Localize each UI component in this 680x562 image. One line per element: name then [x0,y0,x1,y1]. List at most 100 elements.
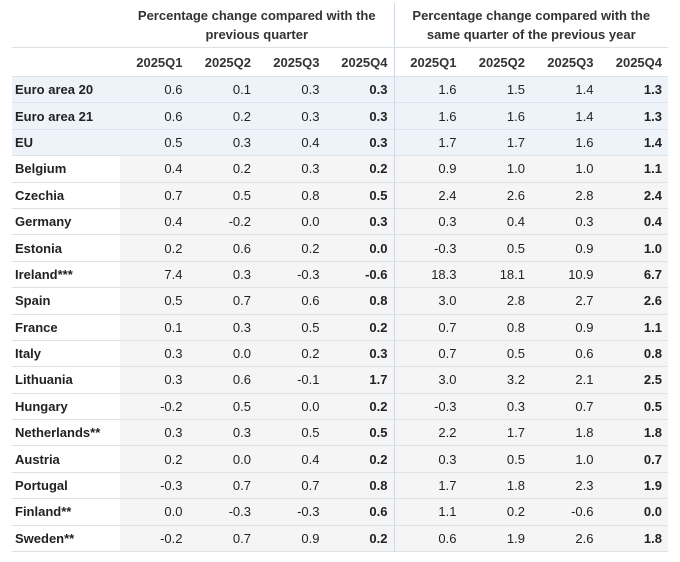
table-row: Lithuania 0.3 0.6 -0.1 1.7 3.0 3.2 2.1 2.5 [12,366,668,394]
value-cell: 1.3 [599,76,668,104]
row-label: Italy [12,340,120,368]
row-label: EU [12,129,120,157]
value-cell: 0.2 [325,155,394,183]
value-cell: 0.4 [120,208,189,236]
value-cell: 0.6 [188,366,257,394]
value-cell: 0.3 [188,419,257,447]
value-cell: 0.6 [120,102,189,130]
value-cell: 1.6 [531,129,600,157]
value-cell: 1.7 [325,366,394,394]
table-row: Ireland*** 7.4 0.3 -0.3 -0.6 18.3 18.1 10.9 6.7 [12,261,668,289]
value-cell: 0.3 [120,419,189,447]
value-cell: 0.8 [462,314,531,341]
value-cell: -0.6 [531,498,600,526]
value-cell: 2.8 [531,182,600,209]
value-cell: 1.4 [531,76,600,104]
value-cell: 2.3 [531,472,600,500]
value-cell: 0.6 [531,340,600,368]
value-cell: 1.0 [531,155,600,183]
value-cell: 2.4 [599,182,668,209]
value-cell: 0.7 [188,525,257,553]
value-cell: 0.6 [393,525,463,553]
table-row: EU 0.5 0.3 0.4 0.3 1.7 1.7 1.6 1.4 [12,129,668,157]
table-row: Italy 0.3 0.0 0.2 0.3 0.7 0.5 0.6 0.8 [12,340,668,368]
value-cell: 0.3 [325,102,394,130]
value-cell: 0.0 [188,445,257,473]
value-cell: 1.0 [531,445,600,473]
value-cell: 0.2 [120,445,189,473]
value-cell: 0.7 [257,472,326,500]
value-cell: -0.2 [120,525,189,553]
value-cell: 1.7 [393,472,463,500]
table-row: Finland** 0.0 -0.3 -0.3 0.6 1.1 0.2 -0.6 0.0 [12,498,668,526]
value-cell: 0.8 [325,472,394,500]
column-header: 2025Q2 [462,47,531,77]
value-cell: 10.9 [531,261,600,289]
value-cell: 0.2 [257,340,326,368]
value-cell: 0.5 [120,287,189,315]
value-cell: 3.0 [393,366,463,394]
value-cell: 0.8 [325,287,394,315]
value-cell: 0.5 [462,445,531,473]
value-cell: 0.4 [257,129,326,157]
value-cell: 0.5 [462,340,531,368]
value-cell: 1.1 [599,155,668,183]
table-row: Austria 0.2 0.0 0.4 0.2 0.3 0.5 1.0 0.7 [12,445,668,473]
value-cell: 18.1 [462,261,531,289]
header-cell [12,3,120,48]
value-cell: 0.0 [599,498,668,526]
value-cell: 1.8 [462,472,531,500]
value-cell: 0.4 [120,155,189,183]
column-header: 2025Q1 [393,47,463,77]
value-cell: 1.1 [393,498,463,526]
value-cell: 0.4 [462,208,531,236]
value-cell: 0.4 [257,445,326,473]
row-label: Belgium [12,155,120,183]
value-cell: -0.3 [393,234,463,262]
table-row: Czechia 0.7 0.5 0.8 0.5 2.4 2.6 2.8 2.4 [12,182,668,209]
value-cell: 0.3 [257,102,326,130]
value-cell: 6.7 [599,261,668,289]
value-cell: 0.9 [531,314,600,341]
value-cell: 0.0 [257,393,326,421]
value-cell: 0.7 [393,340,463,368]
header-row: 2025Q1 2025Q2 2025Q3 2025Q4 2025Q1 2025Q2 2025… [12,47,668,77]
value-cell: 1.6 [462,102,531,130]
row-label: France [12,314,120,341]
value-cell: -0.3 [120,472,189,500]
value-cell: 2.5 [599,366,668,394]
value-cell: 0.2 [188,102,257,130]
header-row: Percentage change compared with the prev… [12,3,668,48]
value-cell: 0.7 [188,472,257,500]
value-cell: 0.6 [325,498,394,526]
row-label: Portugal [12,472,120,500]
header-cell [12,47,120,77]
value-cell: 1.1 [599,314,668,341]
row-label: Netherlands** [12,419,120,447]
value-cell: 1.4 [531,102,600,130]
value-cell: 0.2 [325,525,394,553]
value-cell: 0.7 [599,445,668,473]
value-cell: 2.7 [531,287,600,315]
table-row: Hungary -0.2 0.5 0.0 0.2 -0.3 0.3 0.7 0.5 [12,393,668,421]
group-title: Percentage change compared with the prev… [120,3,394,48]
value-cell: 1.8 [531,419,600,447]
value-cell: 1.5 [462,76,531,104]
value-cell: 0.5 [257,419,326,447]
value-cell: 2.6 [531,525,600,553]
value-cell: 0.0 [257,208,326,236]
value-cell: 0.6 [257,287,326,315]
value-cell: 0.3 [531,208,600,236]
value-cell: 1.7 [393,129,463,157]
value-cell: 1.3 [599,102,668,130]
value-cell: -0.2 [188,208,257,236]
value-cell: 2.6 [462,182,531,209]
table-row: Estonia 0.2 0.6 0.2 0.0 -0.3 0.5 0.9 1.0 [12,234,668,262]
value-cell: 0.7 [531,393,600,421]
value-cell: 1.9 [462,525,531,553]
table-header: Percentage change compared with the prev… [12,3,668,77]
value-cell: 0.3 [325,340,394,368]
value-cell: 18.3 [393,261,463,289]
value-cell: 0.3 [325,76,394,104]
